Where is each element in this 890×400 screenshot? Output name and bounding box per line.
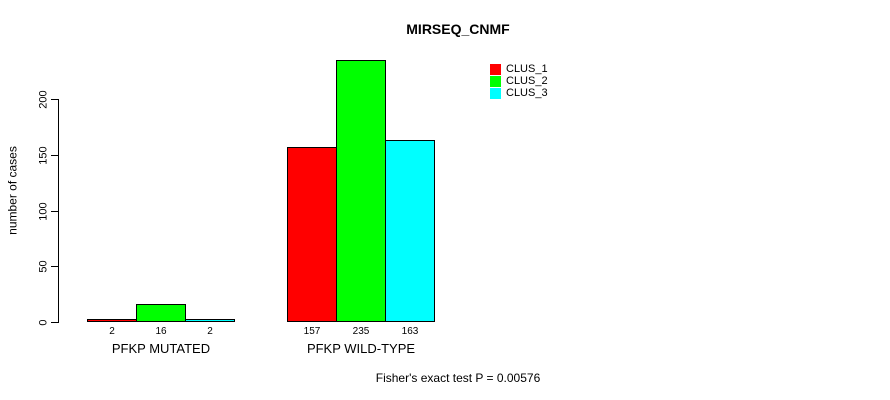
- annotation-fishers-test: Fisher's exact test P = 0.00576: [375, 371, 541, 385]
- legend-label: CLUS_1: [506, 63, 548, 75]
- bar-value-label: 16: [155, 326, 167, 337]
- bar-clus_1-1: [87, 319, 137, 322]
- bar-value-label: 163: [401, 326, 419, 337]
- y-tick: [51, 211, 58, 212]
- bar-value-label: 2: [109, 326, 115, 337]
- y-axis-line: [58, 99, 59, 323]
- bar-value-label: 2: [207, 326, 213, 337]
- legend-swatch-clus_1: [490, 63, 501, 75]
- category-label: PFKP WILD-TYPE: [306, 341, 416, 356]
- legend-label: CLUS_3: [506, 87, 548, 99]
- bar-clus_3-2: [385, 140, 435, 322]
- legend-label: CLUS_2: [506, 75, 548, 87]
- legend-item: CLUS_3: [490, 87, 548, 99]
- bar-clus_2-1: [136, 304, 186, 322]
- y-tick: [51, 99, 58, 100]
- y-tick: [51, 155, 58, 156]
- bar-value-label: 157: [303, 326, 321, 337]
- category-label: PFKP MUTATED: [111, 341, 211, 356]
- y-tick-label: 150: [37, 146, 50, 165]
- bar-clus_3-1: [185, 319, 235, 322]
- bar-clus_2-2: [336, 60, 386, 322]
- y-tick-label: 200: [37, 90, 50, 109]
- legend: CLUS_1 CLUS_2 CLUS_3: [490, 63, 548, 99]
- legend-item: CLUS_1: [490, 63, 548, 75]
- bar-value-label: 235: [352, 326, 370, 337]
- bar-clus_1-2: [287, 147, 337, 322]
- legend-item: CLUS_2: [490, 75, 548, 87]
- legend-swatch-clus_2: [490, 75, 501, 87]
- y-tick-label: 50: [37, 260, 50, 273]
- y-tick-label: 100: [37, 202, 50, 221]
- y-tick: [51, 322, 58, 323]
- y-axis-label: number of cases: [5, 146, 20, 235]
- y-tick: [51, 266, 58, 267]
- y-tick-label: 0: [37, 319, 50, 326]
- chart-title: MIRSEQ_CNMF: [406, 21, 510, 37]
- legend-swatch-clus_3: [490, 87, 501, 99]
